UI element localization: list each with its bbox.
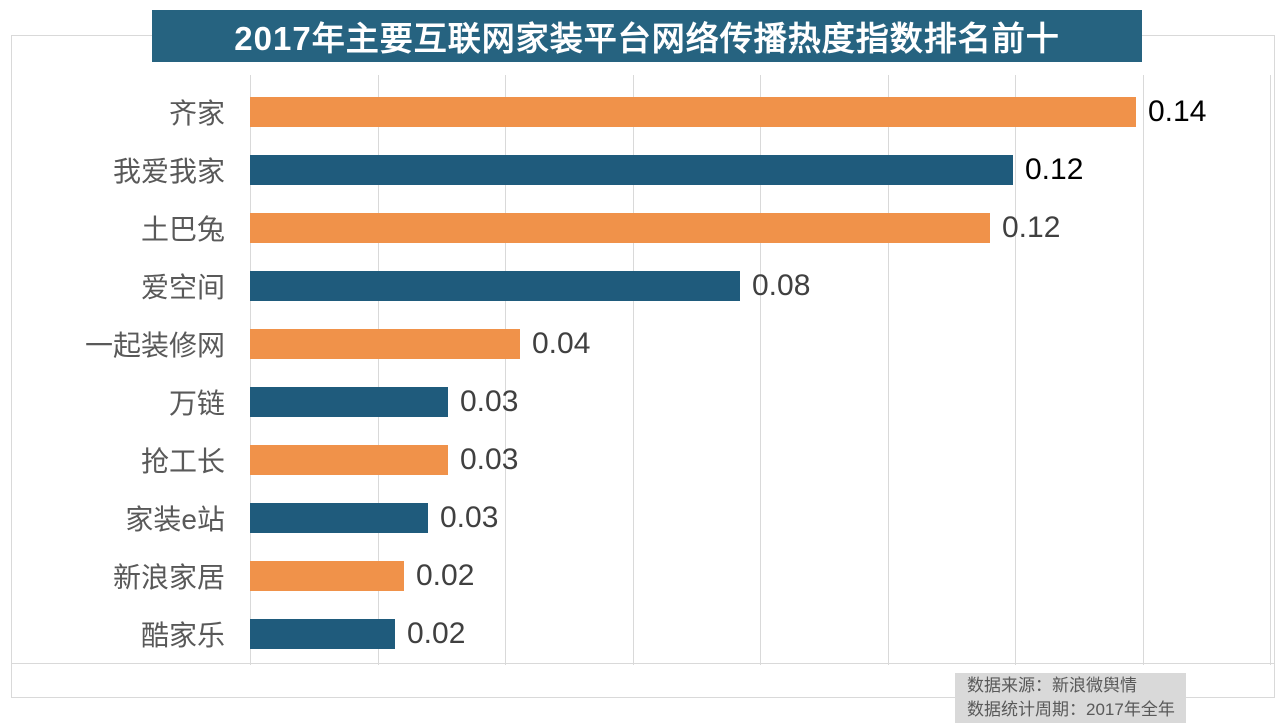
- bar: [250, 97, 1136, 127]
- gridline: [888, 75, 889, 665]
- bar-row: 0.14: [250, 97, 1206, 127]
- bar-row: 0.04: [250, 329, 590, 359]
- gridline: [633, 75, 634, 665]
- bar: [250, 329, 520, 359]
- gridline: [1015, 75, 1016, 665]
- gridline: [1270, 75, 1271, 665]
- category-label: 我爱我家: [112, 156, 225, 187]
- category-axis: 齐家我爱我家土巴兔爱空间一起装修网万链抢工长家装e站新浪家居酷家乐: [11, 75, 225, 663]
- bar-row: 0.02: [250, 561, 474, 591]
- bar: [250, 213, 990, 243]
- value-label: 0.04: [532, 327, 591, 360]
- value-label: 0.12: [1025, 153, 1084, 186]
- value-label: 0.03: [460, 443, 519, 476]
- value-label: 0.03: [440, 501, 499, 534]
- value-label: 0.02: [416, 559, 475, 592]
- category-label: 抢工长: [140, 446, 225, 477]
- value-label: 0.14: [1148, 95, 1207, 128]
- bar-row: 0.02: [250, 619, 465, 649]
- category-label: 家装e站: [125, 504, 225, 535]
- bar: [250, 155, 1013, 185]
- plot-area: 0.14 0.12 0.12 0.08 0.04 0.03 0.03 0.03 0.02 0.02: [250, 75, 1271, 665]
- chart-frame: [11, 35, 1275, 698]
- bar: [250, 503, 428, 533]
- chart-title: 2017年主要互联网家装平台网络传播热度指数排名前十: [152, 10, 1142, 62]
- bar: [250, 561, 404, 591]
- bar-row: 0.03: [250, 445, 518, 475]
- category-label: 一起装修网: [84, 330, 225, 361]
- x-axis-line: [11, 663, 1274, 664]
- gridline: [378, 75, 379, 665]
- value-label: 0.12: [1002, 211, 1061, 244]
- bar-row: 0.12: [250, 213, 1060, 243]
- value-label: 0.02: [407, 617, 466, 650]
- bar-row: 0.12: [250, 155, 1083, 185]
- bar: [250, 445, 448, 475]
- category-label: 齐家: [168, 98, 225, 129]
- category-label: 爱空间: [140, 272, 225, 303]
- data-source-line: 数据来源：新浪微舆情: [967, 676, 1137, 695]
- gridline: [760, 75, 761, 665]
- bar: [250, 271, 740, 301]
- gridline: [505, 75, 506, 665]
- category-label: 万链: [168, 388, 225, 419]
- data-period-line: 数据统计周期：2017年全年: [967, 700, 1175, 719]
- category-label: 酷家乐: [140, 620, 225, 651]
- data-source-note: 数据来源：新浪微舆情 数据统计周期：2017年全年: [955, 673, 1186, 723]
- bar-row: 0.03: [250, 387, 518, 417]
- value-label: 0.03: [460, 385, 519, 418]
- gridline: [1143, 75, 1144, 665]
- gridline: [250, 75, 251, 665]
- bar-row: 0.08: [250, 271, 810, 301]
- bar: [250, 387, 448, 417]
- category-label: 土巴兔: [140, 214, 225, 245]
- bar-row: 0.03: [250, 503, 498, 533]
- category-label: 新浪家居: [112, 562, 225, 593]
- bar: [250, 619, 395, 649]
- value-label: 0.08: [752, 269, 811, 302]
